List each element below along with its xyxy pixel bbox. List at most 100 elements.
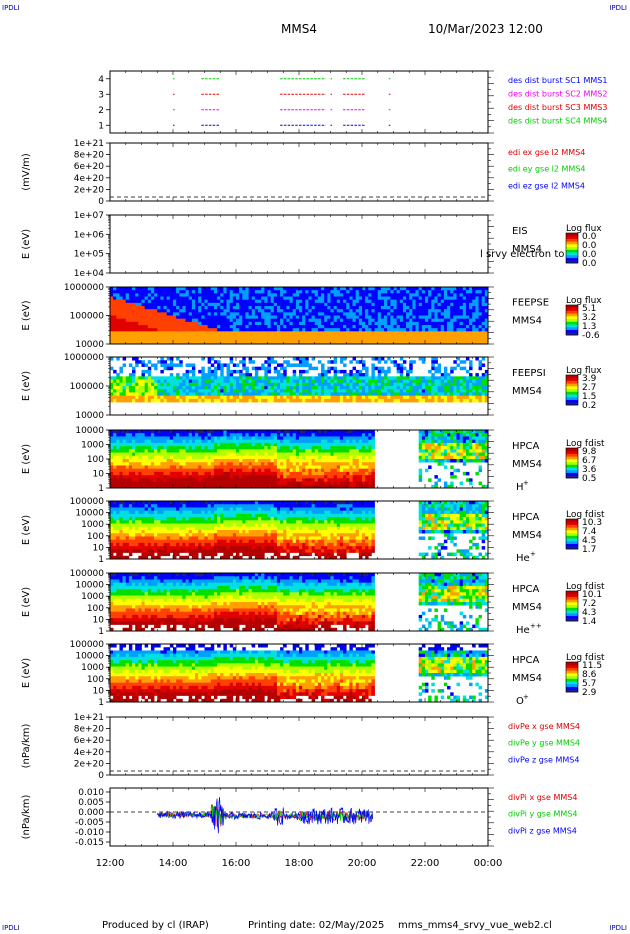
- spectrogram-cell: [406, 306, 410, 310]
- spectrogram-cell: [346, 299, 350, 304]
- spectrogram-cell: [428, 382, 432, 387]
- spectrogram-cell: [147, 430, 152, 434]
- spectrogram-cell: [355, 395, 360, 400]
- spectrogram-cell: [399, 331, 404, 335]
- spectrogram-cell: [166, 386, 171, 390]
- spectrogram-cell: [157, 293, 161, 297]
- spectrogram-cell: [132, 376, 136, 380]
- spectrogram-cell: [251, 321, 256, 326]
- spectrogram-cell: [132, 302, 136, 307]
- spectrogram-cell: [276, 468, 281, 473]
- spectrogram-cell: [406, 328, 410, 332]
- spectrogram-cell: [396, 318, 401, 323]
- spectrogram-cell: [365, 306, 369, 310]
- spectrogram-cell: [254, 430, 259, 434]
- spectrogram-cell: [327, 382, 331, 387]
- spectrogram-cell: [339, 398, 344, 403]
- spectrogram-cell: [226, 337, 230, 342]
- spectrogram-cell: [160, 337, 164, 342]
- y-tick-label: 1e+05: [74, 250, 104, 260]
- spectrogram-cell: [173, 299, 177, 304]
- spectrogram-cell: [125, 468, 130, 473]
- spectrogram-cell: [201, 306, 205, 310]
- spectrogram-cell: [157, 325, 161, 329]
- spectrogram-cell: [352, 337, 356, 342]
- spectrogram-cell: [119, 471, 123, 476]
- spectrogram-cell: [125, 398, 130, 403]
- spectrogram-cell: [188, 455, 193, 460]
- spectrogram-cell: [169, 302, 174, 307]
- spectrogram-cell: [276, 369, 281, 374]
- spectrogram-cell: [273, 430, 278, 434]
- spectrogram-cell: [352, 366, 356, 371]
- spectrogram-cell: [440, 290, 445, 294]
- spectrogram-cell: [343, 315, 347, 319]
- spectrogram-cell: [198, 328, 202, 332]
- spectrogram-cell: [138, 462, 142, 466]
- spectrogram-cell: [443, 392, 448, 396]
- spectrogram-cell: [217, 334, 221, 338]
- spectrogram-cell: [144, 430, 149, 434]
- spectrogram-cell: [355, 312, 360, 316]
- spectrogram-cell: [374, 340, 379, 345]
- spectrogram-cell: [236, 465, 240, 469]
- spectrogram-cell: [160, 389, 164, 393]
- spectrogram-cell: [157, 382, 161, 387]
- spectrogram-cell: [465, 321, 470, 326]
- spectrogram-cell: [286, 318, 290, 323]
- spectrogram-cell: [223, 455, 227, 460]
- spectrogram-cell: [409, 334, 413, 338]
- spectrogram-cell: [311, 334, 316, 338]
- spectrogram-cell: [198, 290, 202, 294]
- spectrogram-cell: [409, 379, 413, 384]
- spectrogram-cell: [176, 459, 180, 463]
- spectrogram-cell: [138, 331, 142, 335]
- spectrogram-cell: [396, 392, 401, 396]
- colorbar-segment: [566, 238, 578, 242]
- spectrogram-cell: [264, 302, 268, 307]
- spectrogram-cell: [475, 299, 479, 304]
- spectrogram-cell: [286, 389, 290, 393]
- spectrogram-cell: [459, 386, 464, 390]
- spectrogram-cell: [191, 439, 196, 444]
- spectrogram-cell: [138, 398, 142, 403]
- spectrogram-cell: [478, 312, 482, 316]
- spectrogram-cell: [459, 334, 464, 338]
- spectrogram-cell: [185, 325, 190, 329]
- spectrogram-cell: [150, 287, 155, 291]
- spectrogram-cell: [176, 318, 180, 323]
- spectrogram-cell: [239, 376, 243, 380]
- spectrogram-cell: [456, 328, 460, 332]
- spectrogram-cell: [456, 296, 460, 300]
- y-tick-label: 0: [98, 197, 104, 207]
- spectrogram-cell: [437, 302, 442, 307]
- spectrogram-cell: [317, 334, 322, 338]
- spectrogram-cell: [195, 449, 199, 453]
- spectrogram-cell: [251, 318, 256, 323]
- spectrogram-cell: [251, 287, 256, 291]
- spectrogram-cell: [412, 325, 416, 329]
- spectrogram-cell: [185, 328, 190, 332]
- spectrogram-cell: [169, 449, 174, 453]
- spectrogram-cell: [185, 287, 190, 291]
- spectrogram-cell: [251, 379, 256, 384]
- spectrogram-cell: [267, 471, 271, 476]
- spectrogram-cell: [195, 321, 199, 326]
- spectrogram-cell: [368, 331, 372, 335]
- spectrogram-cell: [415, 395, 419, 400]
- spectrogram-cell: [273, 442, 278, 447]
- spectrogram-cell: [207, 459, 212, 463]
- spectrogram-cell: [415, 334, 419, 338]
- spectrogram-cell: [380, 382, 385, 387]
- spectrogram-cell: [330, 293, 334, 297]
- spectrogram-cell: [160, 468, 164, 473]
- spectrogram-cell: [223, 312, 227, 316]
- spectrogram-cell: [176, 436, 180, 440]
- spectrogram-cell: [135, 302, 139, 307]
- spectrogram-cell: [365, 296, 369, 300]
- spectrogram-cell: [267, 360, 271, 364]
- spectrogram-cell: [358, 287, 363, 291]
- colorbar-tick-label: 2.7: [582, 383, 596, 393]
- spectrogram-cell: [273, 334, 278, 338]
- spectrogram-cell: [232, 468, 237, 473]
